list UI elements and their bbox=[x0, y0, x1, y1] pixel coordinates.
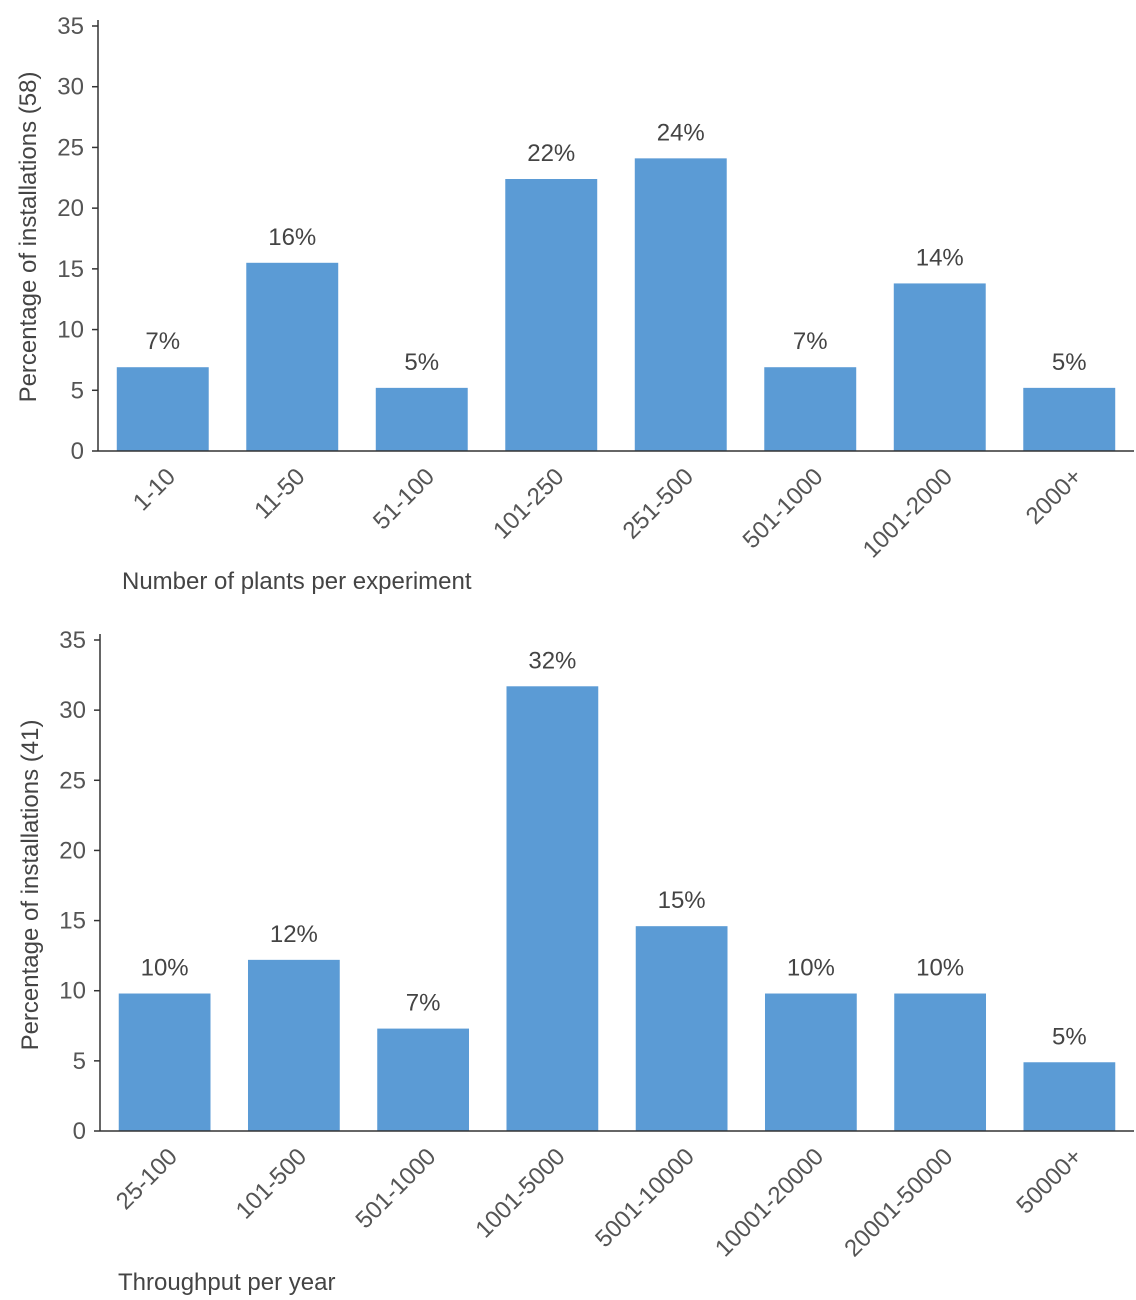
category-label: 1-10 bbox=[128, 463, 181, 516]
bar bbox=[764, 993, 857, 1131]
category-label: 501-1000 bbox=[351, 1143, 442, 1234]
chart-plants-per-experiment: Percentage of installations (58) Number … bbox=[15, 13, 1134, 595]
y-tick-label: 15 bbox=[57, 256, 84, 283]
bar bbox=[246, 262, 339, 451]
category-label: 501-1000 bbox=[738, 463, 829, 554]
data-label: 7% bbox=[793, 328, 828, 355]
y-tick-label: 0 bbox=[73, 1118, 86, 1145]
category-label: 51-100 bbox=[368, 463, 440, 535]
bar bbox=[1023, 1062, 1116, 1131]
y-tick-label: 5 bbox=[73, 1048, 86, 1075]
category-label: 11-50 bbox=[249, 463, 310, 524]
y-tick-label: 35 bbox=[59, 627, 86, 654]
data-label: 10% bbox=[141, 955, 189, 982]
bar bbox=[764, 367, 857, 451]
y-axis-title: Percentage of installations (58) bbox=[15, 72, 42, 403]
bar bbox=[505, 179, 598, 451]
y-axis-title: Percentage of installations (41) bbox=[17, 720, 44, 1051]
data-label: 32% bbox=[528, 647, 576, 674]
data-label: 5% bbox=[404, 349, 439, 376]
y-tick-label: 30 bbox=[59, 697, 86, 724]
bar bbox=[375, 387, 468, 451]
bar bbox=[506, 686, 599, 1131]
y-tick-label: 30 bbox=[57, 74, 84, 101]
bar bbox=[247, 959, 340, 1131]
data-label: 12% bbox=[270, 921, 318, 948]
category-label: 101-250 bbox=[488, 463, 569, 544]
y-tick-label: 25 bbox=[59, 767, 86, 794]
data-label: 7% bbox=[406, 990, 441, 1017]
category-label: 101-500 bbox=[231, 1143, 312, 1224]
bar bbox=[635, 926, 728, 1131]
bar bbox=[894, 993, 987, 1131]
data-label: 22% bbox=[527, 140, 575, 167]
bar bbox=[893, 283, 986, 451]
bar bbox=[634, 158, 727, 451]
x-axis-title: Number of plants per experiment bbox=[122, 568, 472, 595]
y-tick-label: 15 bbox=[59, 908, 86, 935]
category-label: 20001-50000 bbox=[839, 1143, 958, 1262]
data-label: 14% bbox=[916, 244, 964, 271]
chart-throughput-per-year: Percentage of installations (41) Through… bbox=[17, 627, 1134, 1296]
y-tick-label: 20 bbox=[57, 195, 84, 222]
data-label: 10% bbox=[916, 955, 964, 982]
y-tick-label: 20 bbox=[59, 837, 86, 864]
bar bbox=[118, 993, 211, 1131]
bar bbox=[116, 367, 209, 451]
data-label: 24% bbox=[657, 119, 705, 146]
category-label: 5001-10000 bbox=[590, 1143, 700, 1253]
category-label: 10001-20000 bbox=[710, 1143, 829, 1262]
category-label: 1001-5000 bbox=[470, 1143, 570, 1243]
bar bbox=[377, 1028, 470, 1131]
y-tick-label: 10 bbox=[57, 317, 84, 344]
y-tick-label: 25 bbox=[57, 134, 84, 161]
data-label: 5% bbox=[1052, 1023, 1087, 1050]
category-label: 1001-2000 bbox=[858, 463, 958, 563]
data-label: 16% bbox=[268, 224, 316, 251]
data-label: 15% bbox=[658, 887, 706, 914]
category-label: 25-100 bbox=[111, 1143, 183, 1215]
y-tick-label: 10 bbox=[59, 978, 86, 1005]
bar bbox=[1023, 387, 1116, 451]
y-tick-label: 5 bbox=[71, 377, 84, 404]
y-tick-label: 35 bbox=[57, 13, 84, 40]
data-label: 7% bbox=[145, 328, 180, 355]
category-label: 2000+ bbox=[1021, 463, 1088, 530]
category-label: 251-500 bbox=[618, 463, 699, 544]
data-label: 10% bbox=[787, 955, 835, 982]
category-label: 50000+ bbox=[1011, 1143, 1087, 1219]
y-tick-label: 0 bbox=[71, 438, 84, 465]
x-axis-title: Throughput per year bbox=[118, 1269, 335, 1296]
data-label: 5% bbox=[1052, 349, 1087, 376]
